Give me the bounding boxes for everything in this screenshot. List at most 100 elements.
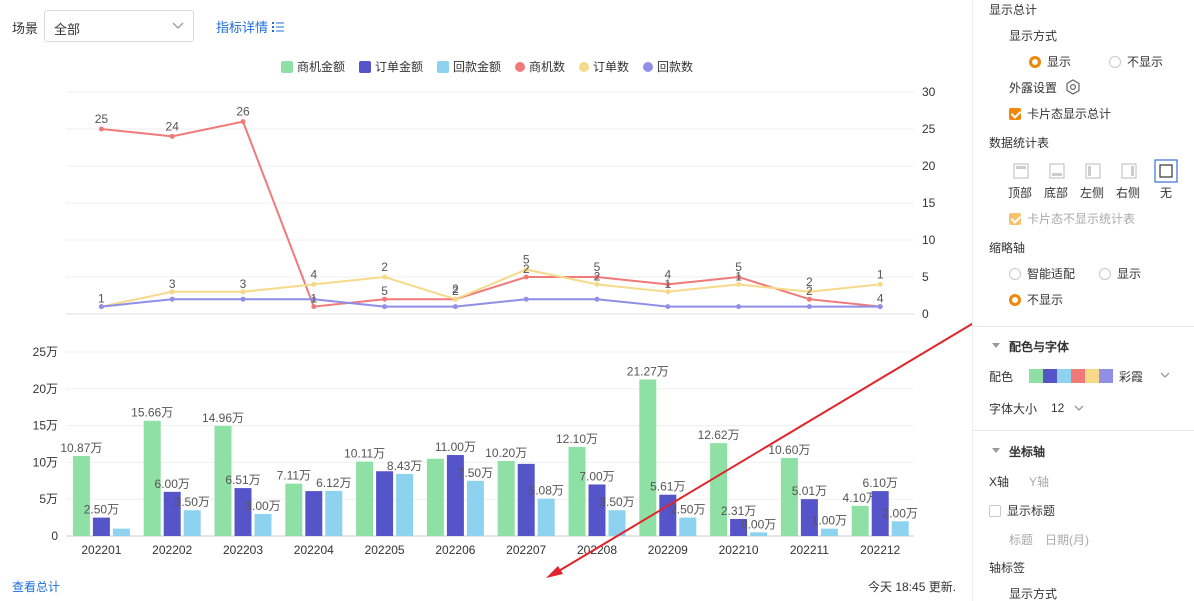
bar-1 xyxy=(72,455,90,536)
bar-data-label: 10.87万 xyxy=(60,441,102,455)
line-point xyxy=(311,281,317,287)
line-data-label: 4 xyxy=(877,292,884,306)
bar-y-tick-label: 0 xyxy=(51,529,58,543)
line-data-label: 1 xyxy=(664,277,671,291)
bar-1 xyxy=(426,458,444,536)
radio-off-icon xyxy=(1009,268,1021,280)
gear-icon[interactable] xyxy=(1065,79,1081,95)
legend-label: 商机数 xyxy=(529,59,565,74)
show-title-checkbox[interactable]: 显示标题 xyxy=(989,502,1055,519)
bar-data-label: 3.50万 xyxy=(175,495,210,509)
bar-2 xyxy=(446,455,464,536)
bar-data-label: 7.00万 xyxy=(579,469,614,483)
line-data-label: 3 xyxy=(240,277,247,291)
bar-data-label: 0.00万 xyxy=(741,517,776,531)
chevron-down-icon[interactable] xyxy=(1073,402,1085,414)
bar-1 xyxy=(143,420,161,536)
palette-swatch xyxy=(1043,369,1057,383)
bar-y-tick-label: 10万 xyxy=(33,455,58,469)
position-none-icon[interactable] xyxy=(1154,159,1178,183)
collapse-triangle-icon[interactable] xyxy=(992,343,1000,348)
bar-data-label: 5.61万 xyxy=(650,480,685,494)
legend-label: 订单数 xyxy=(593,59,629,74)
bar-data-label: 6.00万 xyxy=(155,477,190,491)
bar-2 xyxy=(800,499,818,536)
exposure-label: 外露设置 xyxy=(1009,81,1058,95)
bar-2 xyxy=(92,517,110,536)
position-left-icon[interactable] xyxy=(1082,160,1104,182)
indicator-detail-link[interactable]: 指标详情 xyxy=(216,17,285,36)
line-y-tick-label: 5 xyxy=(922,270,929,284)
bar-2 xyxy=(730,518,748,536)
position-label: 无 xyxy=(1160,186,1173,200)
radio-label: 显示 xyxy=(1117,267,1142,281)
line-data-label: 5 xyxy=(381,284,388,298)
palette-name: 彩霞 xyxy=(1119,370,1144,384)
color-palette-swatch[interactable] xyxy=(1029,369,1113,383)
bar-x-tick-label: 202205 xyxy=(365,543,405,557)
bar-data-label: 5.01万 xyxy=(792,484,827,498)
radio-label: 不显示 xyxy=(1027,293,1064,307)
bar-y-tick-label: 15万 xyxy=(33,419,58,433)
checkbox-checked-icon xyxy=(1009,213,1021,225)
checkbox-label: 卡片态显示总计 xyxy=(1027,107,1112,121)
bar-y-tick-label: 5万 xyxy=(39,492,58,506)
bar-data-label: 1.00万 xyxy=(812,514,847,528)
settings-panel: 显示总计 显示方式 显示 不显示 外露设置 卡片态显示总计 数据统计表 顶部 底… xyxy=(972,0,1194,601)
bar-y-tick-label: 20万 xyxy=(33,382,58,396)
chevron-down-icon[interactable] xyxy=(1159,369,1171,381)
palette-swatch xyxy=(1099,369,1113,383)
bar-1 xyxy=(497,460,515,536)
axis-title-label: 标题 xyxy=(1009,533,1034,547)
line-point xyxy=(523,274,529,280)
bar-x-tick-label: 202208 xyxy=(577,543,617,557)
view-total-link[interactable]: 查看总计 xyxy=(12,580,61,594)
line-data-label: 24 xyxy=(166,119,180,133)
position-top-icon[interactable] xyxy=(1010,160,1032,182)
bar-data-label: 3.00万 xyxy=(245,499,280,513)
line-point xyxy=(594,281,600,287)
tab-y-axis[interactable]: Y轴 xyxy=(1029,475,1050,489)
line-point xyxy=(98,126,104,132)
bar-3 xyxy=(608,510,626,536)
bar-data-label: 21.27万 xyxy=(627,364,669,378)
position-right-icon[interactable] xyxy=(1118,160,1140,182)
position-bottom-icon[interactable] xyxy=(1046,160,1068,182)
thumb-axis-radio-hide[interactable]: 不显示 xyxy=(1009,291,1063,308)
checkbox-label: 显示标题 xyxy=(1007,504,1056,518)
bar-1 xyxy=(639,379,657,536)
card-show-total-checkbox[interactable]: 卡片态显示总计 xyxy=(1009,105,1111,122)
annotation-arrow-head xyxy=(546,566,563,578)
line-point xyxy=(240,119,246,125)
axis-tick-heading: 轴标签 xyxy=(989,561,1026,575)
line-series-2 xyxy=(101,268,881,308)
line-y-tick-label: 10 xyxy=(922,233,936,247)
thumb-axis-radio-show[interactable]: 显示 xyxy=(1099,265,1141,282)
legend-swatch xyxy=(281,61,293,73)
bar-data-label: 10.20万 xyxy=(485,446,527,460)
line-data-label: 5 xyxy=(594,260,601,274)
radio-on-icon xyxy=(1009,294,1021,306)
scene-select[interactable]: 全部 xyxy=(44,10,194,42)
line-data-label: 3 xyxy=(169,277,176,291)
tab-x-axis[interactable]: X轴 xyxy=(989,475,1010,489)
chevron-down-icon xyxy=(172,22,184,29)
bar-1 xyxy=(568,446,586,536)
show-total-heading: 显示总计 xyxy=(989,3,1038,17)
bar-data-label: 6.10万 xyxy=(863,476,898,490)
line-data-label: 2 xyxy=(452,282,459,296)
thumb-axis-radio-smart[interactable]: 智能适配 xyxy=(1009,265,1075,282)
card-hide-table-checkbox[interactable]: 卡片态不显示统计表 xyxy=(1009,210,1135,227)
chart-panel: 场景 全部 指标详情 商机金额 订单金额 回款金额 商机数 订单数 回款数 0 5 10 15 20… xyxy=(12,10,972,594)
line-data-label: 2 xyxy=(806,284,813,298)
bar-data-label: 5.08万 xyxy=(529,484,564,498)
axis-title-input[interactable]: 日期(月) xyxy=(1045,533,1089,547)
bar-data-label: 2.31万 xyxy=(721,504,756,518)
font-size-value[interactable]: 12 xyxy=(1051,401,1065,415)
line-series-3 xyxy=(101,298,881,308)
collapse-triangle-icon[interactable] xyxy=(992,448,1000,453)
line-data-label: 2 xyxy=(452,284,459,298)
show-total-radio-hide[interactable]: 不显示 xyxy=(1109,53,1163,70)
show-total-radio-show[interactable]: 显示 xyxy=(1029,53,1071,70)
scene-select-value: 全部 xyxy=(54,22,81,37)
